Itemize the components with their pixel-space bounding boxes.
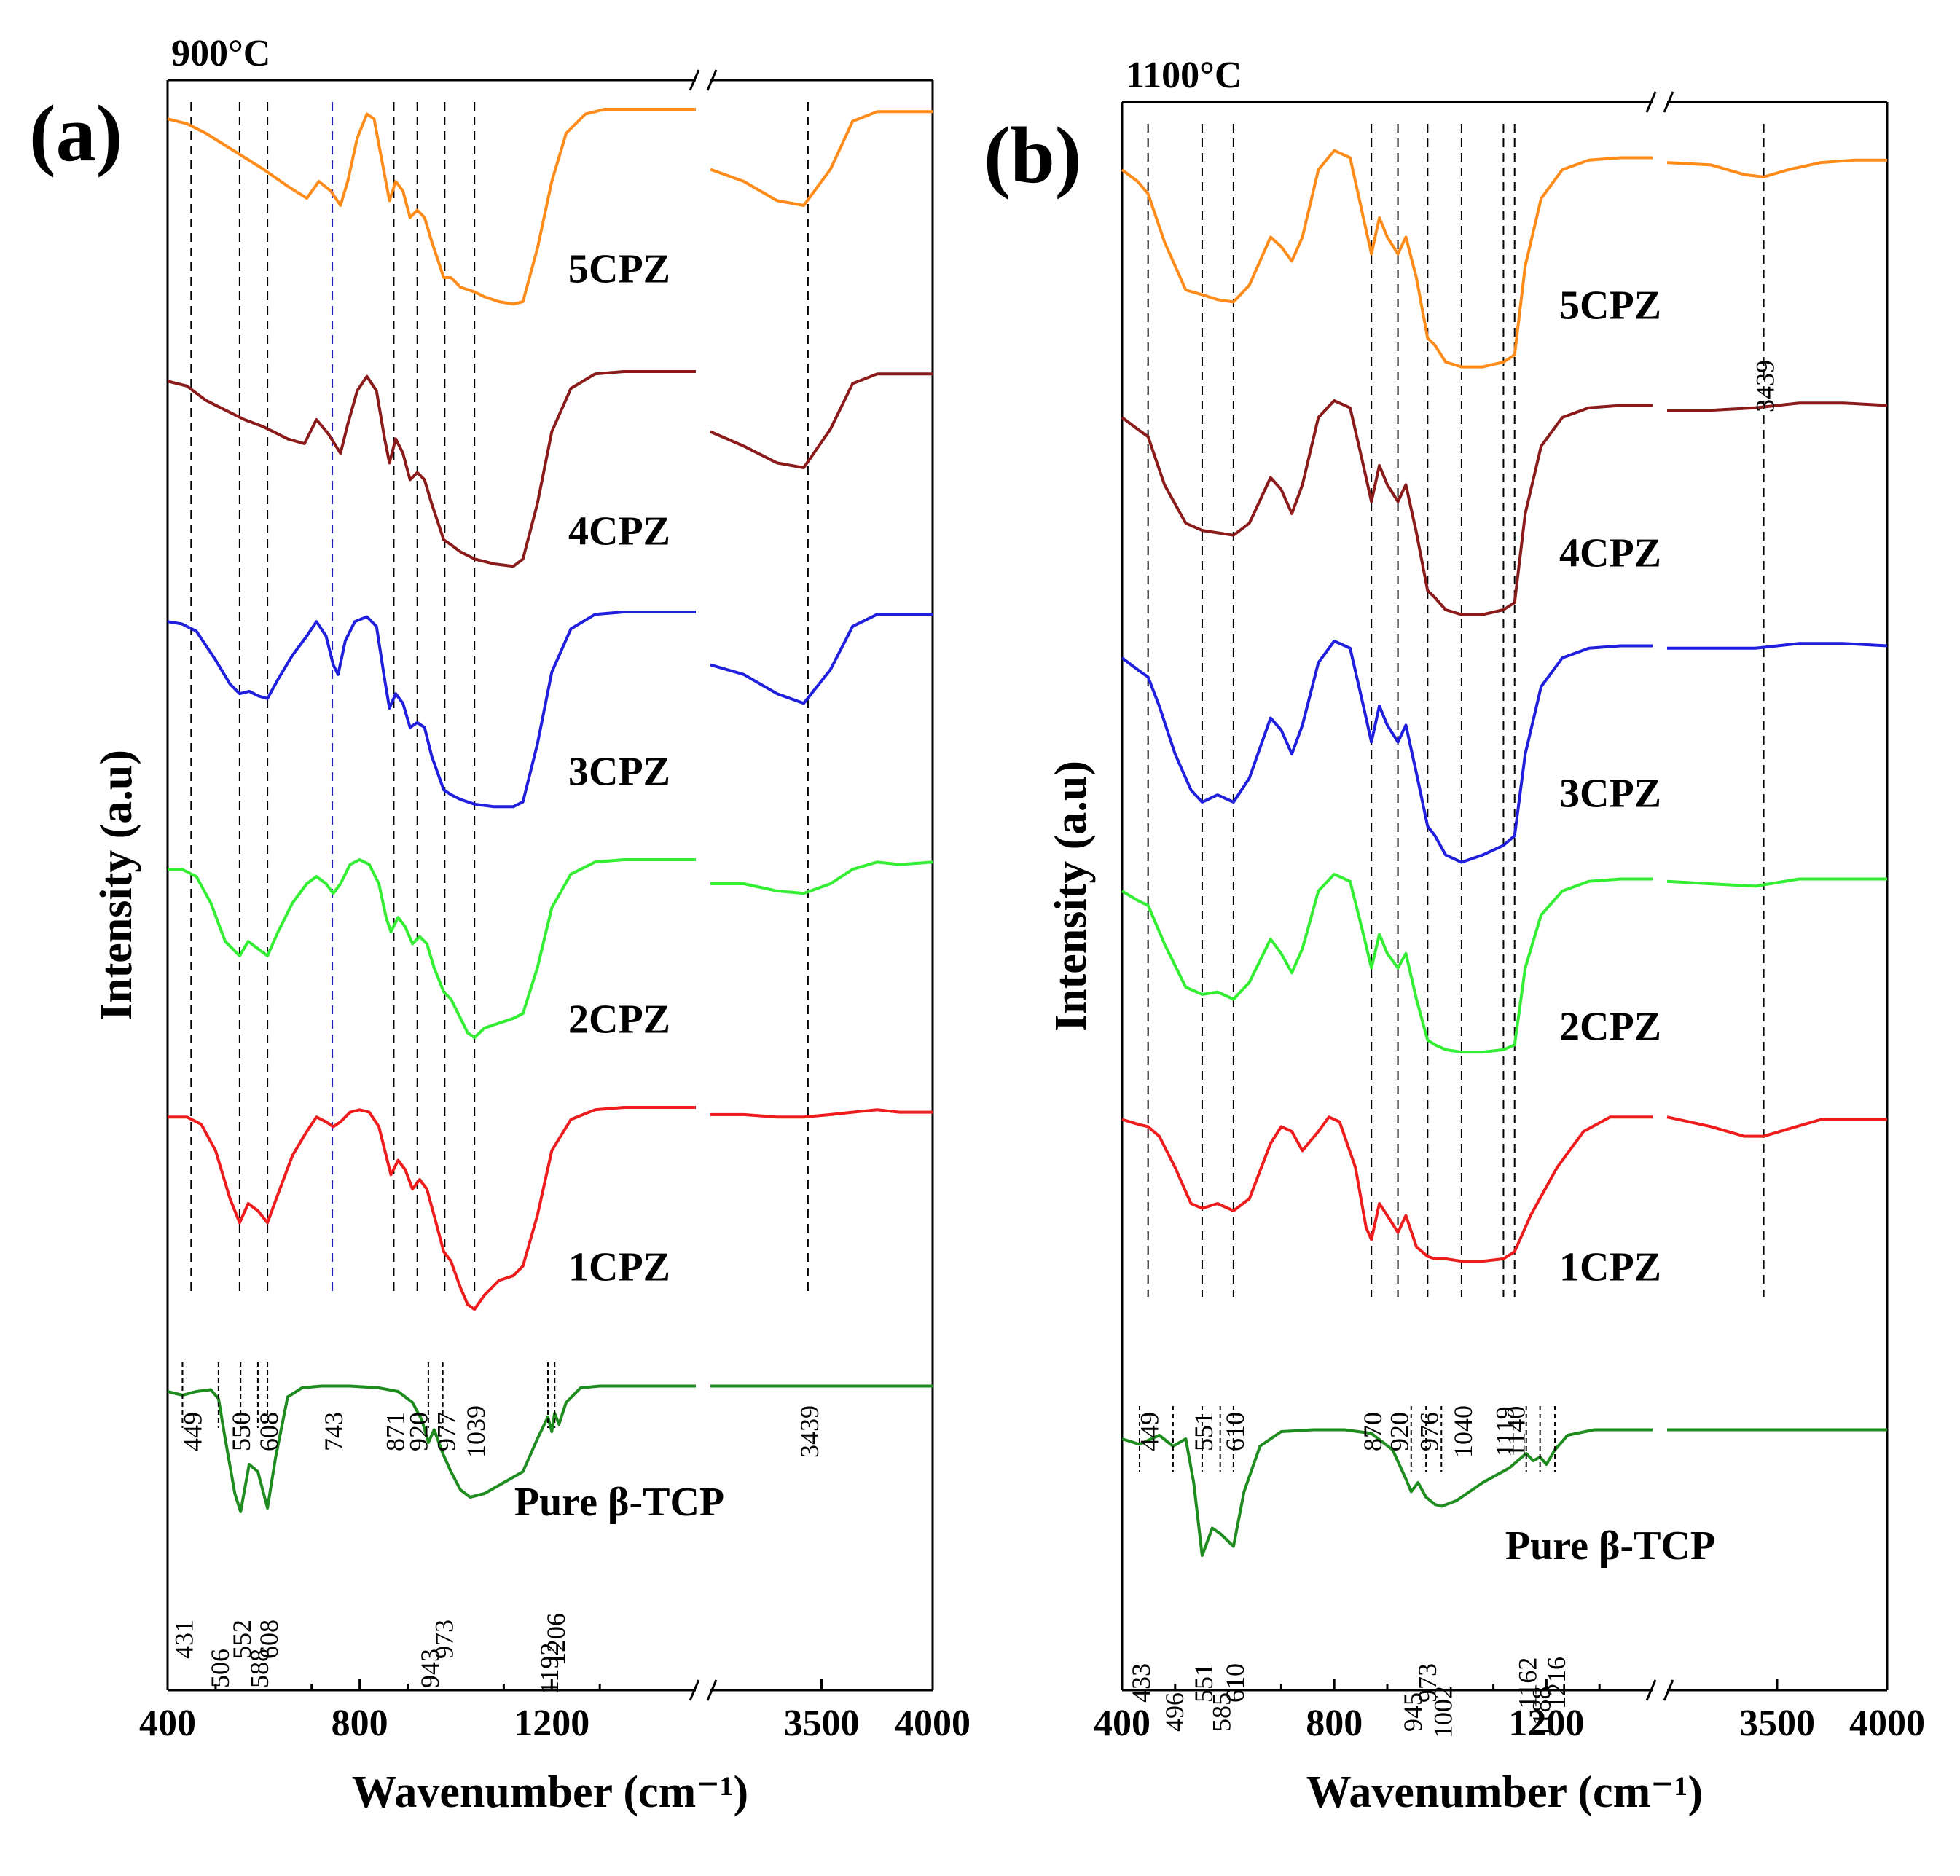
- peak-label-1cpz: 608: [254, 1412, 283, 1451]
- peak-label-1cpz: 870: [1358, 1412, 1387, 1451]
- y-axis-title: Intensity (a.u): [92, 750, 141, 1021]
- peak-label-tcp: 610: [1220, 1663, 1250, 1703]
- peak-label-tcp: 1002: [1428, 1686, 1457, 1738]
- panel-title: 1100°C: [1126, 55, 1242, 96]
- spectrum-5CPZ-high: [710, 110, 933, 207]
- peak-label-tcp: 973: [430, 1620, 459, 1659]
- legend-entry: 2CPZ: [1559, 1005, 1661, 1050]
- x-tick-label: 4000: [1849, 1703, 1925, 1744]
- panel-title: 900°C: [171, 33, 270, 74]
- peak-label-tcp: 608: [254, 1620, 283, 1659]
- x-tick-label: 1200: [1508, 1703, 1584, 1744]
- peak-label-tcp: 585: [1207, 1692, 1236, 1732]
- legend-entry: 3CPZ: [568, 750, 670, 795]
- x-axis-title: Wavenumber (cm⁻¹): [1306, 1767, 1703, 1817]
- axis-break-mark: [1645, 91, 1674, 113]
- spectrum-4CPZ-low: [1121, 399, 1653, 616]
- peak-label-1cpz: 743: [319, 1412, 348, 1451]
- spectrum-5CPZ-high: [1666, 158, 1887, 178]
- peak-label-1cpz: 1039: [461, 1405, 490, 1458]
- peak-label-tcp: 1206: [541, 1613, 571, 1665]
- spectrum-3CPZ-low: [167, 611, 696, 809]
- legend-entry: Pure β-TCP: [1505, 1523, 1715, 1569]
- x-tick-label: 1200: [514, 1703, 589, 1744]
- axis-break-mark: [689, 69, 718, 91]
- spectrum-5CPZ-low: [1121, 149, 1653, 369]
- spectrum-1CPZ-high: [1666, 1115, 1887, 1138]
- peak-label-1cpz: 920: [404, 1412, 434, 1451]
- peak-label-tcp: 1188: [1527, 1687, 1556, 1738]
- peak-label-1cpz: 920: [1385, 1412, 1414, 1451]
- peak-label-1cpz: 976: [1414, 1412, 1443, 1451]
- peak-label-tcp: 945: [1398, 1692, 1427, 1732]
- spectrum-4CPZ-high: [710, 372, 933, 469]
- legend-entry: 2CPZ: [568, 997, 670, 1043]
- x-tick-label: 400: [139, 1703, 196, 1744]
- legend-entry: 5CPZ: [568, 247, 670, 292]
- spectrum-Pure-TCP-low: [167, 1384, 696, 1513]
- peak-label-tcp: 1216: [1542, 1657, 1571, 1709]
- spectrum-4CPZ-low: [167, 370, 696, 568]
- panel-a: 400 800 1200 3500 4000 Wavenumber (cm⁻¹) Inten…: [29, 33, 971, 1817]
- peak-label-5cpz: 3439: [1751, 360, 1780, 412]
- x-tick-label: 3500: [784, 1703, 860, 1744]
- x-axis-title: Wavenumber (cm⁻¹): [352, 1767, 748, 1817]
- x-tick-label: 400: [1094, 1703, 1150, 1744]
- x-tick-label: 800: [332, 1703, 388, 1744]
- spectrum-2CPZ-high: [710, 860, 933, 895]
- spectrum-3CPZ-low: [1121, 639, 1653, 864]
- panel-label: (a): [29, 89, 122, 178]
- panel-b: 400 800 1200 3500 4000 Wavenumber (cm⁻¹) Inten…: [984, 55, 1925, 1817]
- peak-label-tcp: 1192: [535, 1643, 564, 1695]
- spectrum-2CPZ-high: [1666, 877, 1887, 888]
- peak-label-tcp: 433: [1126, 1663, 1156, 1703]
- peak-label-tcp: 506: [205, 1649, 235, 1688]
- x-tick-label: 4000: [895, 1703, 971, 1744]
- legend-entry: 5CPZ: [1559, 283, 1661, 329]
- peak-label-tcp: 588: [245, 1649, 274, 1688]
- spectrum-1CPZ-high: [710, 1108, 933, 1119]
- spectrum-5CPZ-low: [167, 108, 696, 306]
- x-tick-label: 3500: [1739, 1703, 1815, 1744]
- peak-label-tcp: 431: [169, 1620, 198, 1659]
- peak-label-1cpz: 449: [178, 1412, 207, 1451]
- peak-label-tcp: 973: [1413, 1663, 1442, 1703]
- peak-label-tcp: 552: [227, 1620, 256, 1659]
- legend-entry: 1CPZ: [568, 1245, 670, 1290]
- legend-entry: 3CPZ: [1559, 772, 1661, 817]
- peak-label-1cpz: 977: [431, 1412, 460, 1451]
- axis-break-mark: [689, 1679, 718, 1701]
- panel-label: (b): [984, 111, 1081, 200]
- peak-label-1cpz: 1119: [1490, 1406, 1519, 1456]
- spectrum-2CPZ-low: [168, 858, 696, 1040]
- spectrum-4CPZ-high: [1667, 401, 1888, 412]
- peak-label-1cpz: 3439: [795, 1405, 824, 1458]
- legend-entry: Pure β-TCP: [514, 1480, 724, 1525]
- peak-label-1cpz: 871: [380, 1412, 409, 1451]
- peak-label-tcp: 943: [415, 1649, 444, 1688]
- peak-label-tcp: 496: [1160, 1692, 1189, 1732]
- spectrum-3CPZ-high: [1667, 642, 1888, 650]
- peak-label-1cpz: 550: [227, 1412, 256, 1451]
- legend-entry: 4CPZ: [568, 509, 670, 554]
- x-tick-label: 800: [1306, 1703, 1363, 1744]
- spectrum-1CPZ-low: [168, 1106, 696, 1311]
- spectrum-1CPZ-low: [1121, 1115, 1653, 1263]
- legend-entry: 1CPZ: [1559, 1245, 1661, 1290]
- axis-break-mark: [1645, 1679, 1674, 1701]
- peak-label-1cpz: 551: [1189, 1412, 1218, 1451]
- legend-entry: 4CPZ: [1559, 531, 1661, 576]
- y-axis-title: Intensity (a.u): [1046, 761, 1096, 1032]
- spectrum-3CPZ-high: [710, 613, 933, 705]
- spectrum-2CPZ-low: [1121, 872, 1653, 1054]
- peak-label-1cpz: 1040: [1449, 1405, 1478, 1458]
- spectrum-Pure-TCP-low: [1121, 1428, 1653, 1557]
- peak-label-tcp: 551: [1189, 1663, 1218, 1703]
- peak-label-tcp: 1162: [1513, 1657, 1542, 1709]
- peak-label-1cpz: 610: [1220, 1412, 1250, 1451]
